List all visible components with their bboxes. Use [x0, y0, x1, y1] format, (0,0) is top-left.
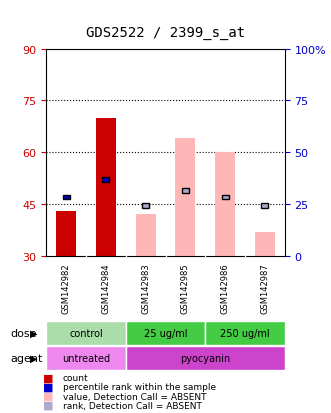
FancyBboxPatch shape: [221, 195, 229, 200]
Text: GSM142985: GSM142985: [181, 263, 190, 313]
Text: ■: ■: [43, 373, 54, 383]
Text: untreated: untreated: [62, 353, 110, 363]
FancyBboxPatch shape: [261, 204, 268, 209]
Text: GSM142987: GSM142987: [260, 263, 269, 313]
Bar: [96, 119, 116, 256]
Text: ▶: ▶: [30, 353, 37, 363]
Text: GSM142984: GSM142984: [101, 263, 111, 313]
Text: value, Detection Call = ABSENT: value, Detection Call = ABSENT: [63, 392, 207, 401]
Bar: [126, 321, 205, 345]
Text: ■: ■: [43, 382, 54, 392]
Text: agent: agent: [10, 353, 42, 363]
Text: 25 ug/ml: 25 ug/ml: [144, 328, 187, 338]
Text: count: count: [63, 373, 88, 382]
Text: percentile rank within the sample: percentile rank within the sample: [63, 382, 216, 392]
FancyBboxPatch shape: [102, 178, 110, 183]
Text: 250 ug/ml: 250 ug/ml: [220, 328, 270, 338]
Bar: [215, 153, 235, 256]
Text: dose: dose: [10, 328, 36, 338]
Bar: [56, 211, 76, 256]
Text: ▶: ▶: [30, 328, 37, 338]
Bar: [136, 215, 156, 256]
Text: GSM142982: GSM142982: [62, 263, 71, 313]
Bar: [46, 346, 126, 370]
Text: GSM142986: GSM142986: [220, 263, 230, 313]
Text: GSM142983: GSM142983: [141, 263, 150, 313]
Text: rank, Detection Call = ABSENT: rank, Detection Call = ABSENT: [63, 401, 202, 410]
Bar: [46, 321, 126, 345]
Text: ■: ■: [43, 391, 54, 401]
FancyBboxPatch shape: [142, 204, 149, 209]
FancyBboxPatch shape: [63, 195, 70, 200]
Text: control: control: [69, 328, 103, 338]
Text: pyocyanin: pyocyanin: [180, 353, 230, 363]
Bar: [175, 139, 195, 256]
FancyBboxPatch shape: [182, 188, 189, 193]
Bar: [205, 321, 285, 345]
Bar: [126, 346, 285, 370]
Bar: [255, 232, 275, 256]
Text: GDS2522 / 2399_s_at: GDS2522 / 2399_s_at: [86, 26, 245, 40]
Text: ■: ■: [43, 400, 54, 410]
